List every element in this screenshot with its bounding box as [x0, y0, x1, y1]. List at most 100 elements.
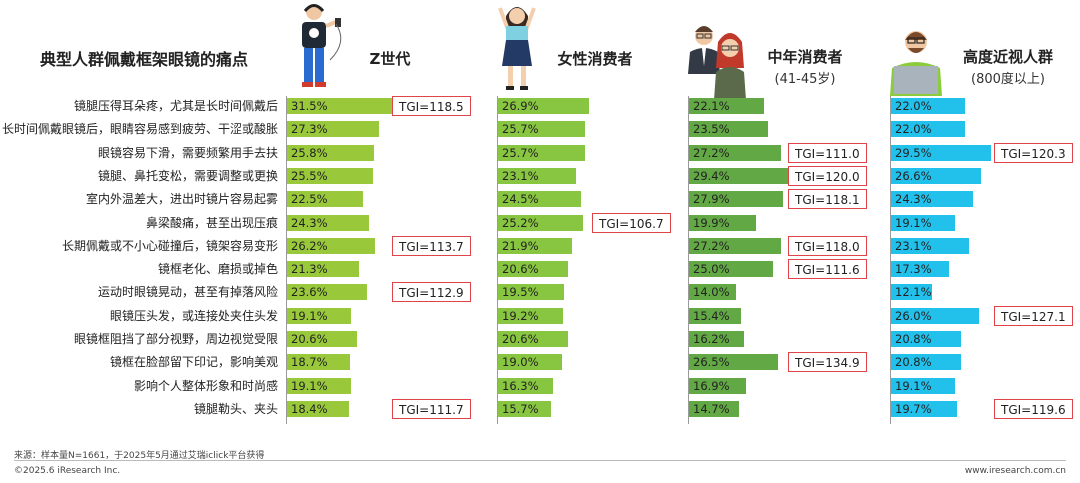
bar	[689, 144, 781, 161]
bar	[498, 307, 563, 324]
bar	[891, 191, 973, 208]
bar-value-label: 12.1%	[895, 285, 932, 300]
bar-value-label: 25.8%	[291, 145, 328, 160]
category-label: 镜腿勒头、夹头	[193, 401, 278, 416]
category-label: 影响个人整体形象和时尚感	[133, 378, 278, 393]
bar	[287, 237, 376, 254]
bar	[498, 354, 563, 371]
bar-value-label: 23.1%	[502, 168, 539, 183]
bar-value-label: 20.8%	[895, 332, 932, 346]
bar-value-label: 22.0%	[895, 99, 932, 113]
bar	[891, 284, 932, 301]
category-label: 眼镜容易下滑，需要频繁用手去扶	[97, 145, 278, 160]
bar	[498, 121, 585, 138]
bar	[498, 167, 576, 184]
tgi-callout: TGI=106.7	[592, 212, 671, 233]
bar	[287, 98, 394, 114]
bar-value-label: 25.7%	[502, 122, 539, 137]
bar-value-label: 21.3%	[291, 262, 328, 277]
female-consumer-person-icon	[498, 7, 536, 90]
category-label: 镜框老化、磨损或掉色	[157, 262, 278, 277]
bar	[498, 98, 589, 114]
copyright: ©2025.6 iResearch Inc.	[14, 466, 121, 476]
bar-value-label: 19.0%	[502, 355, 539, 370]
bar	[891, 98, 966, 114]
bar	[689, 121, 769, 138]
footer-divider	[14, 460, 1066, 461]
bar-value-label: 26.2%	[291, 238, 328, 253]
bar	[287, 307, 352, 324]
bar	[689, 261, 774, 278]
bar-value-label: 26.6%	[895, 168, 932, 183]
bar	[498, 237, 572, 254]
bar-value-label: 16.9%	[693, 378, 730, 393]
bar-value-label: 21.9%	[502, 238, 539, 253]
bar	[689, 284, 737, 301]
bar	[287, 214, 369, 231]
bar	[498, 377, 553, 394]
tgi-callout: TGI=111.7	[392, 398, 471, 419]
bar-value-label: 19.9%	[693, 215, 730, 230]
bar	[287, 354, 351, 371]
bar-value-label: 27.9%	[693, 192, 730, 207]
bar	[287, 167, 374, 184]
series-name: Z世代	[369, 50, 411, 68]
bar	[891, 307, 979, 324]
bar-value-label: 16.2%	[693, 332, 730, 346]
bar	[891, 237, 969, 254]
category-label: 镜腿、鼻托变松，需要调整或更换	[97, 168, 278, 183]
series-axis-line	[497, 96, 498, 425]
bar	[891, 377, 956, 394]
tgi-callout: TGI=134.9	[788, 352, 867, 373]
category-label: 长期佩戴或不小心碰撞后，镜架容易变形	[61, 238, 278, 253]
series-name: 中年消费者	[767, 48, 843, 66]
bar-value-label: 19.5%	[502, 285, 539, 300]
bar-value-label: 19.7%	[895, 401, 932, 416]
series-axis-line	[688, 96, 689, 425]
bar-value-label: 29.4%	[693, 168, 730, 183]
bar	[689, 167, 789, 184]
bar	[689, 98, 764, 114]
bar-value-label: 25.0%	[693, 262, 730, 277]
tgi-callout: TGI=111.6	[788, 259, 867, 280]
bar-value-label: 27.3%	[291, 122, 328, 137]
bar	[689, 237, 781, 254]
bar	[498, 284, 564, 301]
bar	[287, 261, 359, 278]
bar-value-label: 31.5%	[291, 99, 328, 113]
bar-value-label: 22.5%	[291, 192, 328, 207]
bar-value-label: 20.8%	[895, 355, 932, 370]
bar	[891, 144, 991, 161]
bar-value-label: 18.4%	[291, 401, 328, 416]
chart-title: 典型人群佩戴框架眼镜的痛点	[40, 50, 249, 69]
category-label: 长时间佩戴眼镜后，眼睛容易感到疲劳、干涩或酸胀	[1, 122, 278, 137]
bar	[287, 331, 357, 347]
bar-value-label: 20.6%	[291, 332, 328, 346]
gen-z-person-icon	[302, 4, 342, 87]
bar-value-label: 25.2%	[502, 215, 539, 230]
tgi-callout: TGI=111.0	[788, 142, 867, 163]
bar	[498, 144, 585, 161]
category-label: 鼻梁酸痛，甚至出现压痕	[145, 215, 278, 230]
bar	[891, 214, 956, 231]
bar-value-label: 19.1%	[291, 378, 328, 393]
bar	[689, 377, 747, 394]
series-subtitle: (800度以上)	[971, 72, 1045, 87]
bar-value-label: 14.7%	[693, 401, 730, 416]
bar-value-label: 24.3%	[895, 192, 932, 207]
bar	[689, 354, 779, 371]
bar-value-label: 27.2%	[693, 145, 730, 160]
tgi-callout: TGI=120.3	[994, 142, 1073, 163]
bar	[891, 167, 981, 184]
category-label: 运动时眼镜晃动，甚至有掉落风险	[97, 285, 278, 300]
bar-value-label: 29.5%	[895, 145, 932, 160]
middle-aged-person-icon	[688, 26, 746, 100]
bar-value-label: 20.6%	[502, 262, 539, 277]
tgi-callout: TGI=119.6	[994, 398, 1073, 419]
bar	[287, 191, 363, 208]
bar-value-label: 17.3%	[895, 262, 932, 277]
bar-value-label: 19.1%	[895, 378, 932, 393]
bar	[498, 261, 568, 278]
bar	[891, 121, 966, 138]
category-label: 眼镜框阻挡了部分视野，周边视觉受限	[73, 332, 278, 346]
